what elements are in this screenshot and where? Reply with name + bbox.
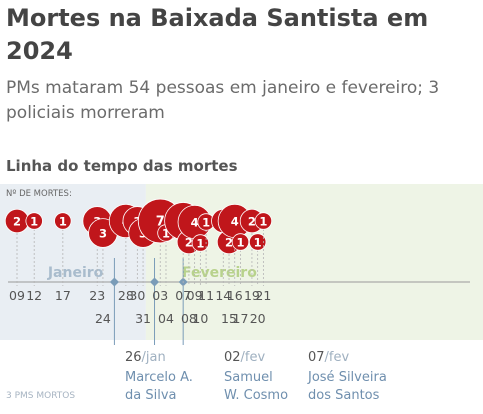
- page-title: Mortes na Baixada Santista em 2024: [6, 4, 429, 65]
- date-tick-label: 30: [129, 288, 145, 303]
- date-tick-label: 20: [250, 311, 266, 326]
- police-deaths-label: 3 PMS MORTOS: [6, 391, 75, 401]
- date-tick-label: 14: [215, 288, 231, 303]
- death-count-label: 1: [59, 215, 67, 229]
- death-bubble: [231, 233, 250, 251]
- date-tick-label: 17: [233, 311, 249, 326]
- date-tick-label: 03: [152, 288, 168, 303]
- date-tick-label: 12: [26, 288, 42, 303]
- date-tick-label: 17: [55, 288, 71, 303]
- date-tick-label: 04: [158, 311, 174, 326]
- police-name-line2: W. Cosmo: [224, 388, 288, 403]
- y-axis-label: Nº DE MORTES:: [6, 189, 72, 199]
- date-tick-label: 11: [198, 288, 214, 303]
- death-count-label: 2: [225, 236, 233, 250]
- death-bubble: [254, 212, 273, 230]
- death-count-label: 4: [231, 215, 239, 229]
- death-bubble: [191, 234, 210, 252]
- date-tick-label: 16: [227, 288, 243, 303]
- death-count-label: 1: [259, 215, 267, 229]
- date-tick-label: 24: [95, 311, 111, 326]
- date-tick-label: 07: [175, 288, 191, 303]
- police-name-line1: Marcelo A.: [125, 370, 193, 385]
- date-tick-label: 21: [255, 288, 271, 303]
- date-tick-label: 28: [118, 288, 134, 303]
- death-count-label: 1: [254, 236, 262, 250]
- death-count-label: 4: [191, 216, 199, 230]
- police-death-month: /fev: [325, 350, 350, 365]
- date-tick-label: 31: [135, 311, 151, 326]
- date-tick-label: 09: [9, 288, 25, 303]
- death-count-label: 1: [162, 227, 170, 241]
- police-death-date: 26/jan: [125, 350, 166, 365]
- death-count-label: 1: [202, 216, 210, 230]
- police-death-marker: [149, 277, 160, 287]
- death-count-label: 1: [30, 215, 38, 229]
- death-bubble: [25, 212, 43, 230]
- death-count-label: 3: [99, 227, 107, 241]
- police-death-marker: [109, 277, 119, 287]
- police-name-line2: da Silva: [125, 388, 177, 403]
- police-name-line2: dos Santos: [308, 388, 380, 403]
- month-label-january: Janeiro: [47, 265, 104, 281]
- death-bubble: [248, 233, 267, 251]
- death-count-label: 7: [156, 215, 165, 230]
- police-death-day: 02: [224, 350, 241, 365]
- police-death-date: 07/fev: [308, 350, 350, 365]
- death-count-label: 2: [13, 215, 21, 229]
- police-name-line1: Samuel: [224, 370, 273, 385]
- police-name-line1: José Silveira: [307, 370, 387, 385]
- date-tick-label: 23: [89, 288, 105, 303]
- police-death-month: /jan: [142, 350, 166, 365]
- death-count-label: 1: [196, 237, 204, 251]
- death-bubble: [54, 212, 72, 230]
- date-tick-label: 19: [244, 288, 260, 303]
- date-tick-label: 10: [192, 311, 208, 326]
- police-death-date: 02/fev: [224, 350, 266, 365]
- month-label-february: Fevereiro: [182, 265, 257, 281]
- death-count-label: 1: [236, 236, 244, 250]
- page-subtitle: PMs mataram 54 pessoas em janeiro e feve…: [6, 78, 440, 123]
- death-count-label: 2: [185, 236, 193, 250]
- section-title: Linha do tempo das mortes: [6, 157, 238, 175]
- date-tick-label: 15: [221, 311, 237, 326]
- police-death-day: 07: [308, 350, 325, 365]
- date-tick-label: 09: [187, 288, 203, 303]
- death-count-label: 2: [248, 215, 256, 229]
- date-tick-label: 08: [181, 311, 197, 326]
- police-death-month: /fev: [241, 350, 266, 365]
- police-death-day: 26: [125, 350, 142, 365]
